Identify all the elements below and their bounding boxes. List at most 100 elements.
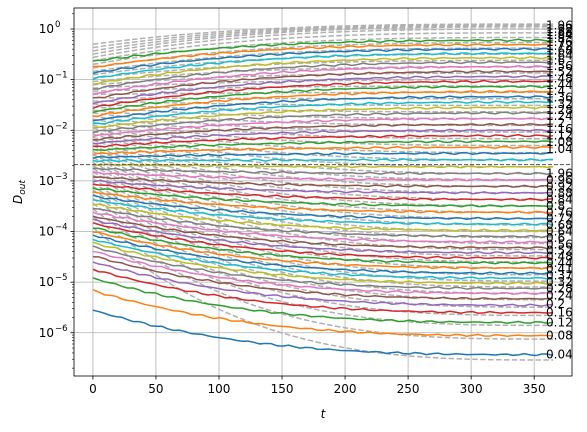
series-line bbox=[92, 215, 554, 250]
series-end-label: 1.08 bbox=[546, 135, 573, 149]
dashed-series-line bbox=[92, 167, 554, 257]
series-end-label: 1.4 bbox=[546, 84, 565, 98]
series-end-label: 1.24 bbox=[546, 109, 573, 123]
y-tick-label: 10 bbox=[39, 275, 54, 289]
series-line bbox=[92, 199, 554, 226]
series-line bbox=[92, 47, 554, 75]
series-line bbox=[92, 139, 554, 152]
series-line bbox=[92, 227, 554, 265]
series-line bbox=[92, 145, 554, 156]
series-line bbox=[92, 207, 554, 239]
y-tick-label: 10 bbox=[39, 174, 54, 188]
dashed-series-line bbox=[92, 36, 554, 66]
series-line bbox=[92, 194, 554, 221]
y-tick-exponent: −1 bbox=[55, 71, 68, 81]
dashed-series-line bbox=[92, 59, 554, 79]
y-tick-label: 10 bbox=[39, 123, 54, 137]
dashed-series-line bbox=[92, 112, 554, 133]
series-end-label: 0.12 bbox=[546, 315, 573, 329]
series-line bbox=[92, 171, 554, 182]
series-end-label: 1.36 bbox=[546, 91, 573, 105]
series-line bbox=[92, 95, 554, 122]
series-line bbox=[92, 250, 554, 295]
series-end-label: 1.8 bbox=[546, 31, 565, 45]
dashed-series-line bbox=[92, 72, 554, 86]
series-end-label: 1.2 bbox=[546, 116, 565, 130]
series-line bbox=[92, 51, 554, 81]
series-line bbox=[92, 241, 554, 285]
y-axis-title: Dout bbox=[11, 180, 28, 204]
series-end-label: 1.04 bbox=[546, 142, 573, 156]
series-line bbox=[92, 117, 554, 138]
series-end-label: 0.56 bbox=[546, 237, 573, 251]
series-end-label: 0.16 bbox=[546, 306, 573, 320]
series-line bbox=[92, 60, 554, 90]
series-line bbox=[92, 176, 554, 189]
series-end-label: 1.96 bbox=[546, 18, 573, 32]
series-end-label: 0.32 bbox=[546, 275, 573, 289]
series-line bbox=[92, 309, 554, 357]
series-line bbox=[92, 211, 554, 244]
dashed-series-line bbox=[92, 32, 554, 62]
y-tick-exponent: −6 bbox=[55, 324, 68, 334]
series-end-label: 0.44 bbox=[546, 256, 573, 270]
series-line bbox=[92, 89, 554, 117]
dashed-series-line bbox=[92, 215, 554, 340]
y-tick-label: 10 bbox=[39, 22, 54, 36]
y-tick-exponent: −3 bbox=[55, 172, 68, 182]
series-end-label: 0.52 bbox=[546, 244, 573, 258]
series-end-label: 1.84 bbox=[546, 28, 573, 42]
dashed-series-line bbox=[92, 226, 554, 361]
series-end-label: 0.6 bbox=[546, 231, 565, 245]
series-line bbox=[92, 203, 554, 233]
series-line bbox=[92, 261, 554, 307]
series-end-label: 1.96 bbox=[546, 166, 573, 180]
x-tick-label: 350 bbox=[523, 382, 546, 396]
series-end-label: 0.41 bbox=[546, 262, 573, 276]
dashed-series-line bbox=[92, 26, 554, 55]
series-end-label: 1.32 bbox=[546, 97, 573, 111]
dashed-series-line bbox=[92, 164, 554, 251]
x-tick-label: 250 bbox=[397, 382, 420, 396]
series-line bbox=[92, 183, 554, 202]
series-end-label: 0.88 bbox=[546, 186, 573, 200]
series-group bbox=[92, 23, 554, 361]
y-axis-title-sub: out bbox=[18, 180, 28, 195]
series-line bbox=[92, 191, 554, 215]
x-tick-label: 50 bbox=[148, 382, 163, 396]
y-tick-exponent: −2 bbox=[55, 121, 68, 131]
series-line bbox=[92, 106, 554, 129]
end-labels: 0.040.080.120.160.20.240.280.320.370.410… bbox=[546, 18, 573, 361]
series-end-label: 1.72 bbox=[546, 39, 573, 53]
y-tick-label: 10 bbox=[39, 326, 54, 340]
series-line bbox=[92, 134, 554, 148]
series-line bbox=[92, 245, 554, 290]
series-end-label: 0.96 bbox=[546, 173, 573, 187]
series-end-label: 0.68 bbox=[546, 218, 573, 232]
y-axis-title-main: D bbox=[11, 195, 25, 204]
dashed-series-line bbox=[92, 24, 554, 49]
y-tick-exponent: −4 bbox=[55, 223, 68, 233]
series-end-label: 0.37 bbox=[546, 269, 573, 283]
series-line bbox=[92, 151, 554, 159]
dashed-series-line bbox=[92, 115, 554, 140]
series-end-label: 0.72 bbox=[546, 212, 573, 226]
series-end-label: 0.76 bbox=[546, 205, 573, 219]
series-end-label: 1.16 bbox=[546, 122, 573, 136]
y-tick-label: 10 bbox=[39, 73, 54, 87]
dashed-series-line bbox=[92, 124, 554, 161]
series-line bbox=[92, 158, 554, 163]
series-end-label: 1.6 bbox=[546, 53, 565, 67]
series-line bbox=[92, 255, 554, 301]
series-end-label: 0.48 bbox=[546, 250, 573, 264]
dashed-series-line bbox=[92, 41, 554, 69]
series-end-label: 0.84 bbox=[546, 192, 573, 206]
series-line bbox=[92, 74, 554, 105]
dashed-series-line bbox=[92, 208, 554, 327]
series-line bbox=[92, 128, 554, 145]
series-end-label: 1.56 bbox=[546, 59, 573, 73]
series-end-label: 0.2 bbox=[546, 297, 565, 311]
dashed-series-line bbox=[92, 85, 554, 92]
